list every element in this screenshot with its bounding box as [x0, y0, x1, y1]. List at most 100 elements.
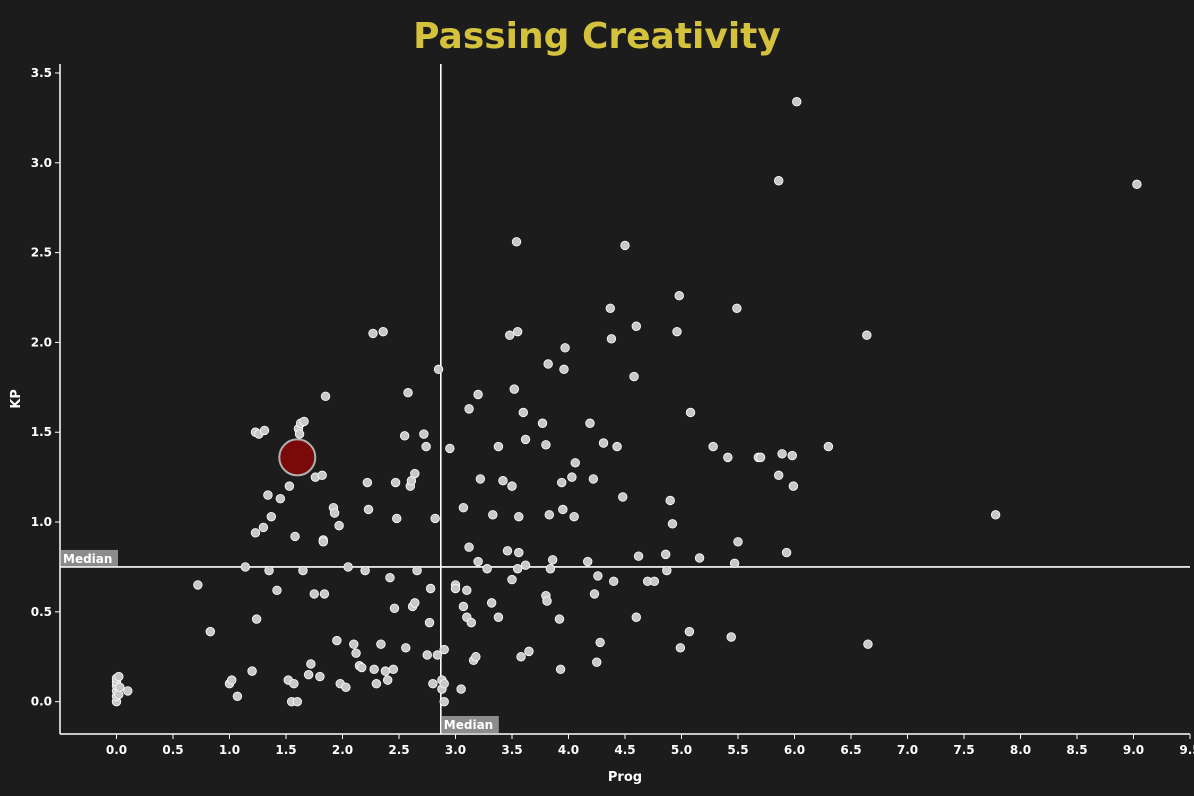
- data-point: [251, 614, 262, 624]
- x-tick-label: 7.0: [897, 743, 918, 757]
- data-point: [332, 635, 342, 646]
- data-point: [421, 441, 431, 452]
- data-point: [439, 696, 449, 707]
- data-point: [299, 416, 309, 427]
- x-tick-label: 5.0: [671, 743, 692, 757]
- y-axis-label: KP: [9, 389, 24, 409]
- data-point: [430, 513, 440, 524]
- data-point: [511, 237, 522, 247]
- data-point: [502, 546, 513, 556]
- data-point: [369, 664, 379, 675]
- data-point: [629, 371, 639, 382]
- data-point: [520, 560, 531, 570]
- data-point: [792, 97, 802, 107]
- data-point: [649, 576, 660, 587]
- data-point: [547, 555, 558, 565]
- data-point: [303, 670, 314, 680]
- x-tick-label: 5.5: [727, 743, 748, 757]
- data-point: [368, 328, 378, 339]
- data-point: [723, 452, 733, 463]
- y-tick-label: 2.5: [31, 246, 52, 260]
- data-point: [419, 429, 429, 439]
- data-point: [588, 474, 599, 484]
- data-point: [292, 696, 303, 707]
- data-point: [595, 637, 605, 648]
- x-tick-label: 3.5: [501, 743, 522, 757]
- data-point: [410, 468, 420, 479]
- data-point: [675, 643, 686, 653]
- data-point: [363, 504, 374, 515]
- y-tick-label: 3.5: [31, 66, 52, 80]
- data-point: [351, 648, 361, 658]
- data-point: [306, 659, 316, 669]
- data-point: [605, 303, 616, 313]
- data-point: [787, 450, 797, 461]
- data-point: [329, 508, 340, 518]
- data-point: [732, 303, 742, 313]
- y-axis-ticks: 0.0 0.5 1.0 1.5 2.0 2.5 3.0 3.5: [31, 66, 60, 709]
- data-point: [665, 495, 675, 506]
- data-point: [272, 585, 282, 596]
- data-point: [567, 472, 577, 482]
- data-point: [232, 691, 243, 701]
- x-tick-label: 6.0: [784, 743, 805, 757]
- data-point: [773, 176, 784, 186]
- data-point: [464, 542, 474, 552]
- data-point: [514, 547, 524, 558]
- data-point: [520, 434, 531, 445]
- data-point: [439, 679, 449, 689]
- data-point: [788, 481, 799, 491]
- data-point: [516, 652, 526, 662]
- median-label-box-x: [441, 716, 499, 733]
- data-point: [593, 571, 603, 581]
- x-tick-label: 7.5: [953, 743, 974, 757]
- data-point: [781, 547, 792, 558]
- data-point: [343, 562, 353, 572]
- data-point: [275, 493, 286, 504]
- data-point: [498, 476, 508, 486]
- data-point: [315, 671, 325, 682]
- data-point: [422, 650, 432, 660]
- y-tick-label: 2.0: [31, 335, 52, 349]
- x-axis-ticks: 0.0 0.5 1.0 1.5 2.0 2.5 3.0 3.5 4.0 4.5 5.0 5.5 6.0 6…: [106, 734, 1194, 757]
- data-point: [486, 598, 497, 608]
- data-point: [598, 438, 609, 448]
- data-point: [554, 614, 565, 624]
- data-point: [227, 675, 237, 685]
- data-point: [250, 528, 261, 538]
- data-point: [708, 441, 718, 452]
- x-tick-label: 4.5: [614, 743, 635, 757]
- data-point: [862, 330, 872, 340]
- data-point: [726, 632, 736, 642]
- data-point: [193, 580, 203, 590]
- data-point: [507, 574, 517, 585]
- y-tick-label: 1.5: [31, 425, 52, 439]
- data-point: [320, 391, 331, 402]
- data-point: [309, 589, 319, 599]
- data-point: [259, 425, 270, 436]
- data-point: [684, 626, 695, 637]
- data-point: [685, 407, 696, 418]
- x-axis-label: Prog: [608, 770, 642, 785]
- x-tick-label: 8.0: [1010, 743, 1031, 757]
- data-point: [385, 573, 395, 583]
- data-point: [376, 639, 386, 649]
- x-tick-label: 0.0: [106, 743, 127, 757]
- data-point: [403, 388, 413, 398]
- data-point: [674, 291, 684, 301]
- data-point: [618, 492, 628, 502]
- data-point: [424, 617, 435, 628]
- data-point: [240, 562, 251, 572]
- data-point: [317, 470, 327, 481]
- data-point: [389, 603, 400, 613]
- data-point: [558, 504, 568, 515]
- x-tick-label: 6.5: [840, 743, 861, 757]
- median-label-y: Median: [63, 552, 112, 566]
- data-point: [349, 639, 359, 649]
- data-point: [432, 650, 443, 660]
- median-label-box-y: [61, 549, 118, 566]
- data-point: [264, 565, 274, 576]
- data-point: [541, 440, 551, 450]
- data-point: [569, 511, 579, 522]
